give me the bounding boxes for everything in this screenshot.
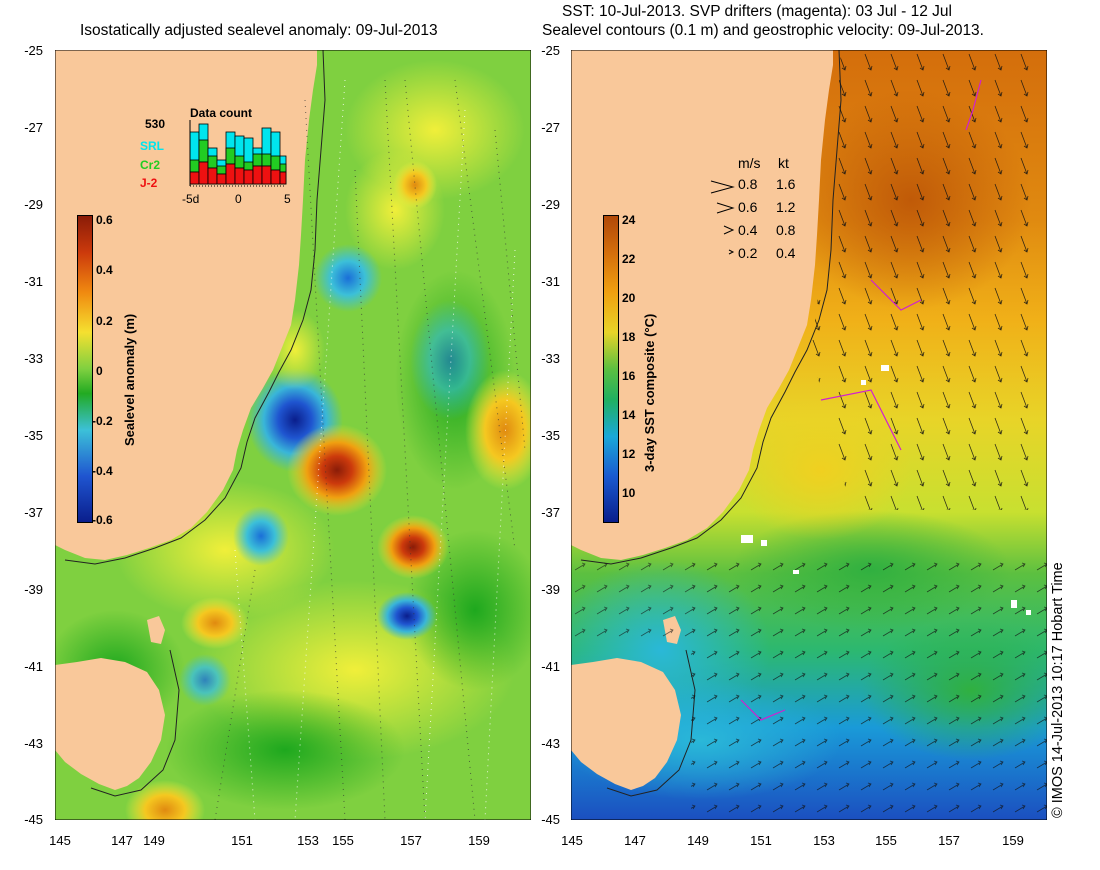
right-x-tick: 147 [624,833,646,848]
sealevel-tick-minus0.4: -0.4 [92,464,113,478]
left-x-tick: 155 [332,833,354,848]
sealevel-tick-0: 0 [96,364,103,378]
data-count-source-j2: J-2 [140,176,158,190]
left-x-tick: 157 [400,833,422,848]
right-panel-title-line2: Sealevel contours (0.1 m) and geostrophi… [542,22,984,39]
right-y-tick: -29 [541,197,560,212]
right-x-tick: 149 [687,833,709,848]
right-x-tick: 151 [750,833,772,848]
left-y-tick: -37 [24,505,43,520]
left-x-tick: 145 [49,833,71,848]
sst-tick-24: 24 [622,213,636,227]
left-panel-title: Isostatically adjusted sealevel anomaly:… [80,22,438,39]
right-x-tick: 155 [875,833,897,848]
sealevel-tick-minus0.6: -0.6 [92,513,113,527]
left-x-tick: 159 [468,833,490,848]
left-x-tick: 149 [143,833,165,848]
left-y-tick: -35 [24,428,43,443]
left-y-tick: -43 [24,736,43,751]
left-y-tick: -41 [24,659,43,674]
right-y-tick: -31 [541,274,560,289]
velocity-legend-kt-0.8: 0.8 [776,222,796,238]
velocity-legend-kt-1.2: 1.2 [776,199,796,215]
velocity-legend-ms-0.8: 0.8 [738,176,758,192]
sealevel-tick-0.2: 0.2 [96,314,113,328]
data-count-source-srl: SRL [140,139,164,153]
sealevel-colorbar-label: Sealevel anomaly (m) [122,313,137,446]
left-y-tick: -33 [24,351,43,366]
velocity-legend-kt-header: kt [778,155,789,171]
velocity-legend-ms-0.2: 0.2 [738,245,758,261]
left-x-tick: 153 [297,833,319,848]
left-y-tick: -39 [24,582,43,597]
imos-credit: © IMOS 14-Jul-2013 10:17 Hobart Time [1050,562,1066,818]
left-y-tick: -27 [24,120,43,135]
sealevel-colorbar [77,215,93,523]
sst-map [571,50,1047,820]
data-count-tick-minus5d: -5d [182,192,200,206]
velocity-legend-kt-1.6: 1.6 [776,176,796,192]
left-y-tick: -25 [24,43,43,58]
sst-tick-10: 10 [622,486,636,500]
velocity-legend-ms-header: m/s [738,155,761,171]
right-y-tick: -39 [541,582,560,597]
sst-tick-12: 12 [622,447,636,461]
velocity-legend-ms-0.6: 0.6 [738,199,758,215]
right-y-tick: -33 [541,351,560,366]
sealevel-tick-0.6: 0.6 [96,213,113,227]
right-y-tick: -43 [541,736,560,751]
sst-tick-18: 18 [622,330,636,344]
sealevel-tick-0.4: 0.4 [96,263,113,277]
velocity-legend-arrows-icon [710,180,735,255]
right-y-tick: -41 [541,659,560,674]
right-y-tick: -45 [541,812,560,827]
data-count-source-cr2: Cr2 [140,158,161,172]
right-x-tick: 157 [938,833,960,848]
sst-colorbar [603,215,619,523]
right-y-tick: -35 [541,428,560,443]
left-x-tick: 147 [111,833,133,848]
right-y-tick: -25 [541,43,560,58]
velocity-legend-ms-0.4: 0.4 [738,222,758,238]
right-x-tick: 145 [561,833,583,848]
left-y-tick: -31 [24,274,43,289]
data-count-tick-5: 5 [284,192,291,206]
sst-colorbar-label: 3-day SST composite (°C) [642,313,657,472]
right-y-tick: -37 [541,505,560,520]
left-y-tick: -45 [24,812,43,827]
data-count-title: Data count [190,106,253,120]
data-count-histogram [188,120,288,195]
sst-tick-14: 14 [622,408,636,422]
right-x-tick: 159 [1002,833,1024,848]
sst-tick-20: 20 [622,291,636,305]
left-x-tick: 151 [231,833,253,848]
sealevel-tick-minus0.2: -0.2 [92,414,113,428]
data-count-total: 530 [145,117,166,131]
right-y-tick: -27 [541,120,560,135]
data-count-tick-0: 0 [235,192,242,206]
right-panel-title-line1: SST: 10-Jul-2013. SVP drifters (magenta)… [562,3,952,20]
velocity-legend-kt-0.4: 0.4 [776,245,796,261]
left-y-tick: -29 [24,197,43,212]
sst-tick-22: 22 [622,252,636,266]
sst-tick-16: 16 [622,369,636,383]
right-x-tick: 153 [813,833,835,848]
